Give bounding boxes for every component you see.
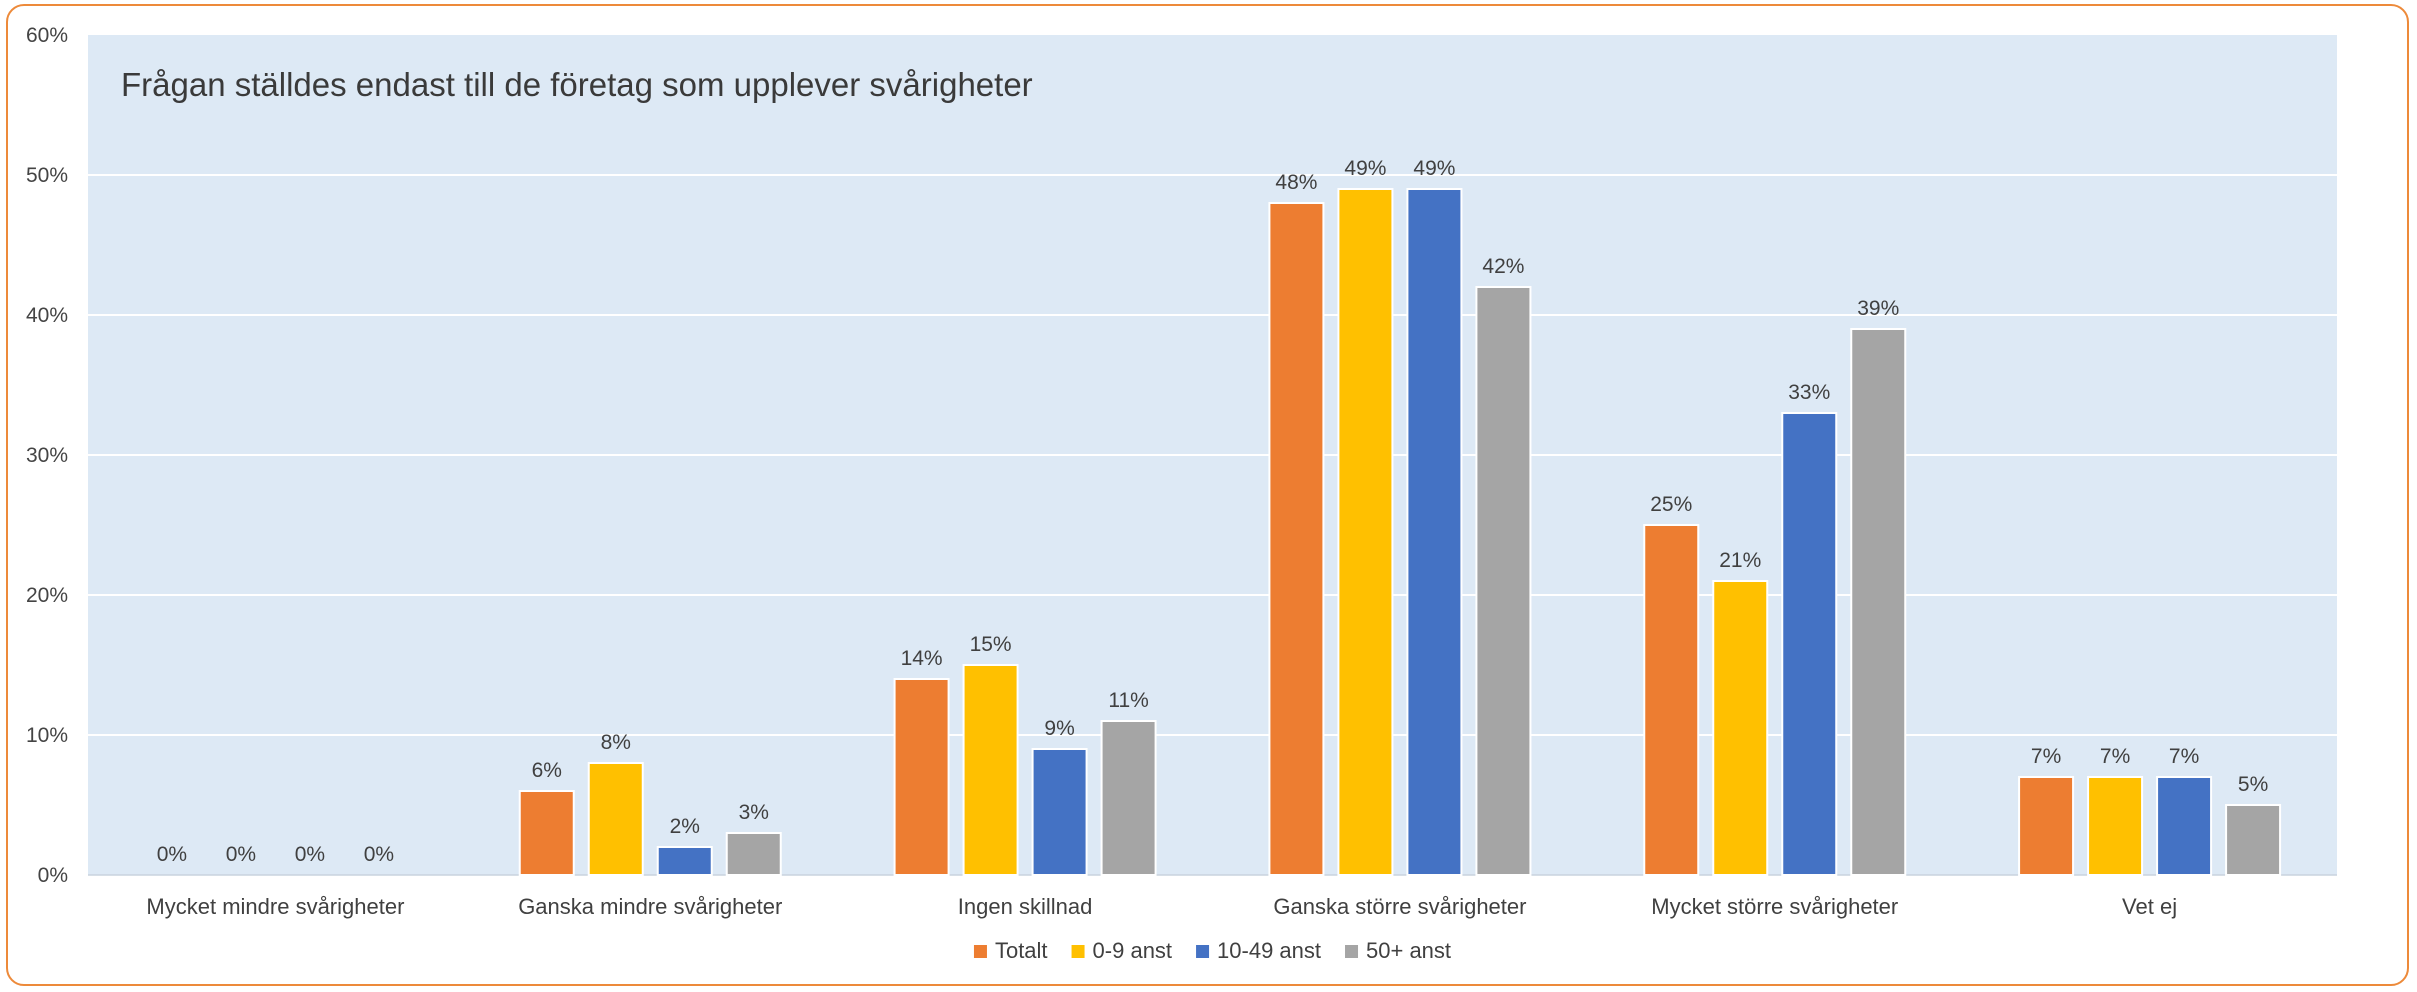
bars <box>518 188 2282 876</box>
data-label: 49% <box>1413 157 1455 180</box>
data-label: 15% <box>970 633 1012 656</box>
data-label: 6% <box>532 759 562 782</box>
legend-label: 0-9 anst <box>1093 938 1173 963</box>
bar <box>2087 776 2144 876</box>
category-label: Ganska större svårigheter <box>1273 894 1526 919</box>
bar <box>1643 524 1700 876</box>
bar <box>1337 188 1394 876</box>
y-axis-ticks: 0% 10% 20% 30% 40% 50% 60% <box>26 24 68 887</box>
data-label: 7% <box>2031 745 2061 768</box>
bar <box>1268 202 1325 876</box>
bar <box>1031 748 1088 876</box>
bar <box>587 762 644 876</box>
legend-swatch <box>1196 945 1210 958</box>
data-label: 11% <box>1108 689 1148 712</box>
y-tick-label: 30% <box>26 444 68 467</box>
legend-label: 50+ anst <box>1366 938 1451 963</box>
bar <box>725 832 782 876</box>
data-label: 14% <box>901 647 943 670</box>
bar <box>1100 720 1157 876</box>
data-label: 25% <box>1650 493 1692 516</box>
bar <box>1781 412 1838 876</box>
legend-swatch <box>1345 945 1359 958</box>
data-label: 7% <box>2100 745 2130 768</box>
data-label: 2% <box>670 815 700 838</box>
data-label: 9% <box>1044 717 1074 740</box>
x-axis-categories: Mycket mindre svårigheter Ganska mindre s… <box>146 894 2177 919</box>
data-label: 3% <box>739 801 769 824</box>
y-tick-label: 40% <box>26 304 68 327</box>
bar <box>1475 286 1532 876</box>
data-labels: 0% 0% 0% 0% 6% 8% 2% 3% 14% 15% 9% 11% 48% 49% 49% 42% 2… <box>157 157 2269 866</box>
legend-swatch <box>973 945 987 958</box>
legend-label: 10-49 anst <box>1217 938 1321 963</box>
data-label: 7% <box>2169 745 2199 768</box>
bar <box>518 790 575 876</box>
data-label: 8% <box>601 731 631 754</box>
data-label: 0% <box>226 843 256 866</box>
y-tick-label: 50% <box>26 164 68 187</box>
data-label: 0% <box>157 843 187 866</box>
data-label: 49% <box>1344 157 1386 180</box>
category-label: Ingen skillnad <box>958 894 1093 919</box>
bar <box>2018 776 2075 876</box>
data-label: 39% <box>1857 297 1899 320</box>
data-label: 48% <box>1275 171 1317 194</box>
data-label: 5% <box>2238 773 2268 796</box>
bar <box>962 664 1019 876</box>
gridlines <box>88 174 2337 876</box>
bar <box>656 846 713 876</box>
data-label: 42% <box>1482 255 1524 278</box>
bar <box>2225 804 2282 876</box>
y-tick-label: 0% <box>38 864 68 887</box>
bar <box>893 678 950 876</box>
legend-label: Totalt <box>995 938 1048 963</box>
category-label: Mycket större svårigheter <box>1651 894 1898 919</box>
chart-note: Frågan ställdes endast till de företag s… <box>121 66 1033 103</box>
category-label: Ganska mindre svårigheter <box>518 894 782 919</box>
data-label: 33% <box>1788 381 1830 404</box>
bar <box>1406 188 1463 876</box>
y-tick-label: 60% <box>26 24 68 47</box>
bar <box>2156 776 2213 876</box>
y-tick-label: 20% <box>26 584 68 607</box>
data-label: 21% <box>1719 549 1761 572</box>
bar <box>1712 580 1769 876</box>
y-tick-label: 10% <box>26 724 68 747</box>
data-label: 0% <box>364 843 394 866</box>
legend: Totalt 0-9 anst 10-49 anst 50+ anst <box>973 938 1451 963</box>
category-label: Vet ej <box>2122 894 2177 919</box>
legend-swatch <box>1071 945 1085 958</box>
bar <box>1850 328 1907 876</box>
category-label: Mycket mindre svårigheter <box>146 894 404 919</box>
data-label: 0% <box>295 843 325 866</box>
